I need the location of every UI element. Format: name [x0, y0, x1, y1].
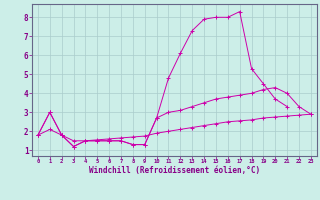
X-axis label: Windchill (Refroidissement éolien,°C): Windchill (Refroidissement éolien,°C): [89, 166, 260, 175]
